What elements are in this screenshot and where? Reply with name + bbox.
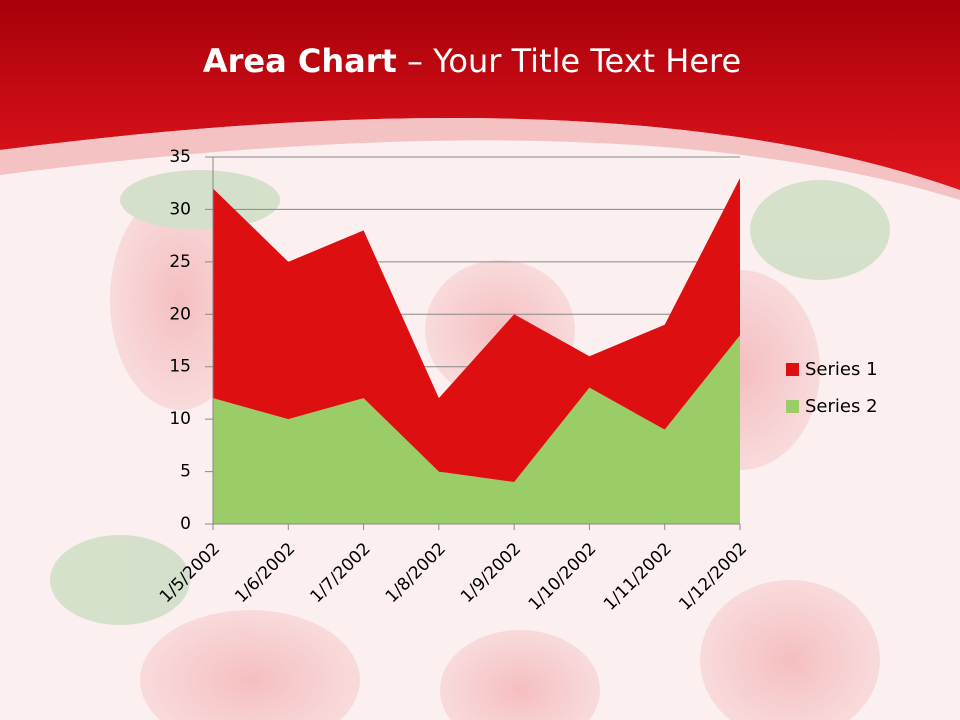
area xyxy=(213,335,740,524)
area xyxy=(213,177,740,483)
legend-label: Series 1 xyxy=(805,359,878,380)
y-tick-label: 30 xyxy=(169,199,191,219)
title-rest: – Your Title Text Here xyxy=(407,42,741,80)
y-tick-label: 0 xyxy=(180,514,191,534)
y-tick-label: 35 xyxy=(169,147,191,167)
slide-title: Area Chart – Your Title Text Here xyxy=(203,42,741,80)
y-tick-label: 5 xyxy=(180,462,191,482)
header-curve xyxy=(0,118,960,200)
header-band xyxy=(0,0,960,190)
legend-label: Series 2 xyxy=(805,396,878,417)
legend-swatch xyxy=(786,363,799,376)
y-tick-label: 10 xyxy=(169,409,191,429)
legend-swatch xyxy=(786,400,799,413)
y-tick-label: 20 xyxy=(169,304,191,324)
title-bold: Area Chart xyxy=(203,42,397,80)
y-tick-label: 25 xyxy=(169,252,191,272)
y-tick-label: 15 xyxy=(169,357,191,377)
